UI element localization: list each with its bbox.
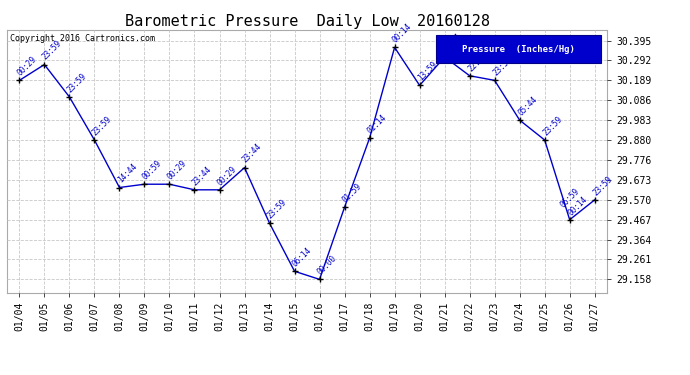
FancyBboxPatch shape bbox=[436, 35, 601, 63]
Text: 23:59: 23:59 bbox=[541, 114, 564, 137]
Text: 22:29: 22:29 bbox=[466, 50, 489, 73]
Text: 00:29: 00:29 bbox=[216, 164, 239, 187]
Text: 00:14: 00:14 bbox=[441, 32, 464, 54]
Text: 23:44: 23:44 bbox=[191, 164, 214, 187]
Text: 14:44: 14:44 bbox=[116, 162, 139, 185]
Text: 00:14: 00:14 bbox=[391, 22, 414, 45]
Text: 23:59: 23:59 bbox=[266, 198, 288, 220]
Text: 23:44: 23:44 bbox=[241, 142, 264, 165]
Text: 00:00: 00:00 bbox=[316, 254, 339, 277]
Text: 00:29: 00:29 bbox=[166, 159, 188, 182]
Text: 00:29: 00:29 bbox=[16, 55, 39, 78]
Text: 23:59: 23:59 bbox=[41, 39, 63, 62]
Text: Pressure  (Inches/Hg): Pressure (Inches/Hg) bbox=[462, 45, 575, 54]
Text: 13:59: 13:59 bbox=[416, 60, 439, 82]
Text: 23:59: 23:59 bbox=[591, 174, 614, 197]
Title: Barometric Pressure  Daily Low  20160128: Barometric Pressure Daily Low 20160128 bbox=[125, 14, 489, 29]
Text: 23:59: 23:59 bbox=[91, 114, 114, 137]
Text: 06:14: 06:14 bbox=[291, 246, 314, 268]
Text: 01:14: 01:14 bbox=[366, 112, 388, 135]
Text: 23:59: 23:59 bbox=[66, 72, 88, 94]
Text: 05:44: 05:44 bbox=[516, 94, 539, 117]
Text: 23:59: 23:59 bbox=[491, 55, 514, 78]
Text: 06:59
00:14: 06:59 00:14 bbox=[559, 187, 589, 217]
Text: 01:59: 01:59 bbox=[341, 182, 364, 204]
Text: Copyright 2016 Cartronics.com: Copyright 2016 Cartronics.com bbox=[10, 34, 155, 43]
Text: 00:59: 00:59 bbox=[141, 159, 164, 182]
